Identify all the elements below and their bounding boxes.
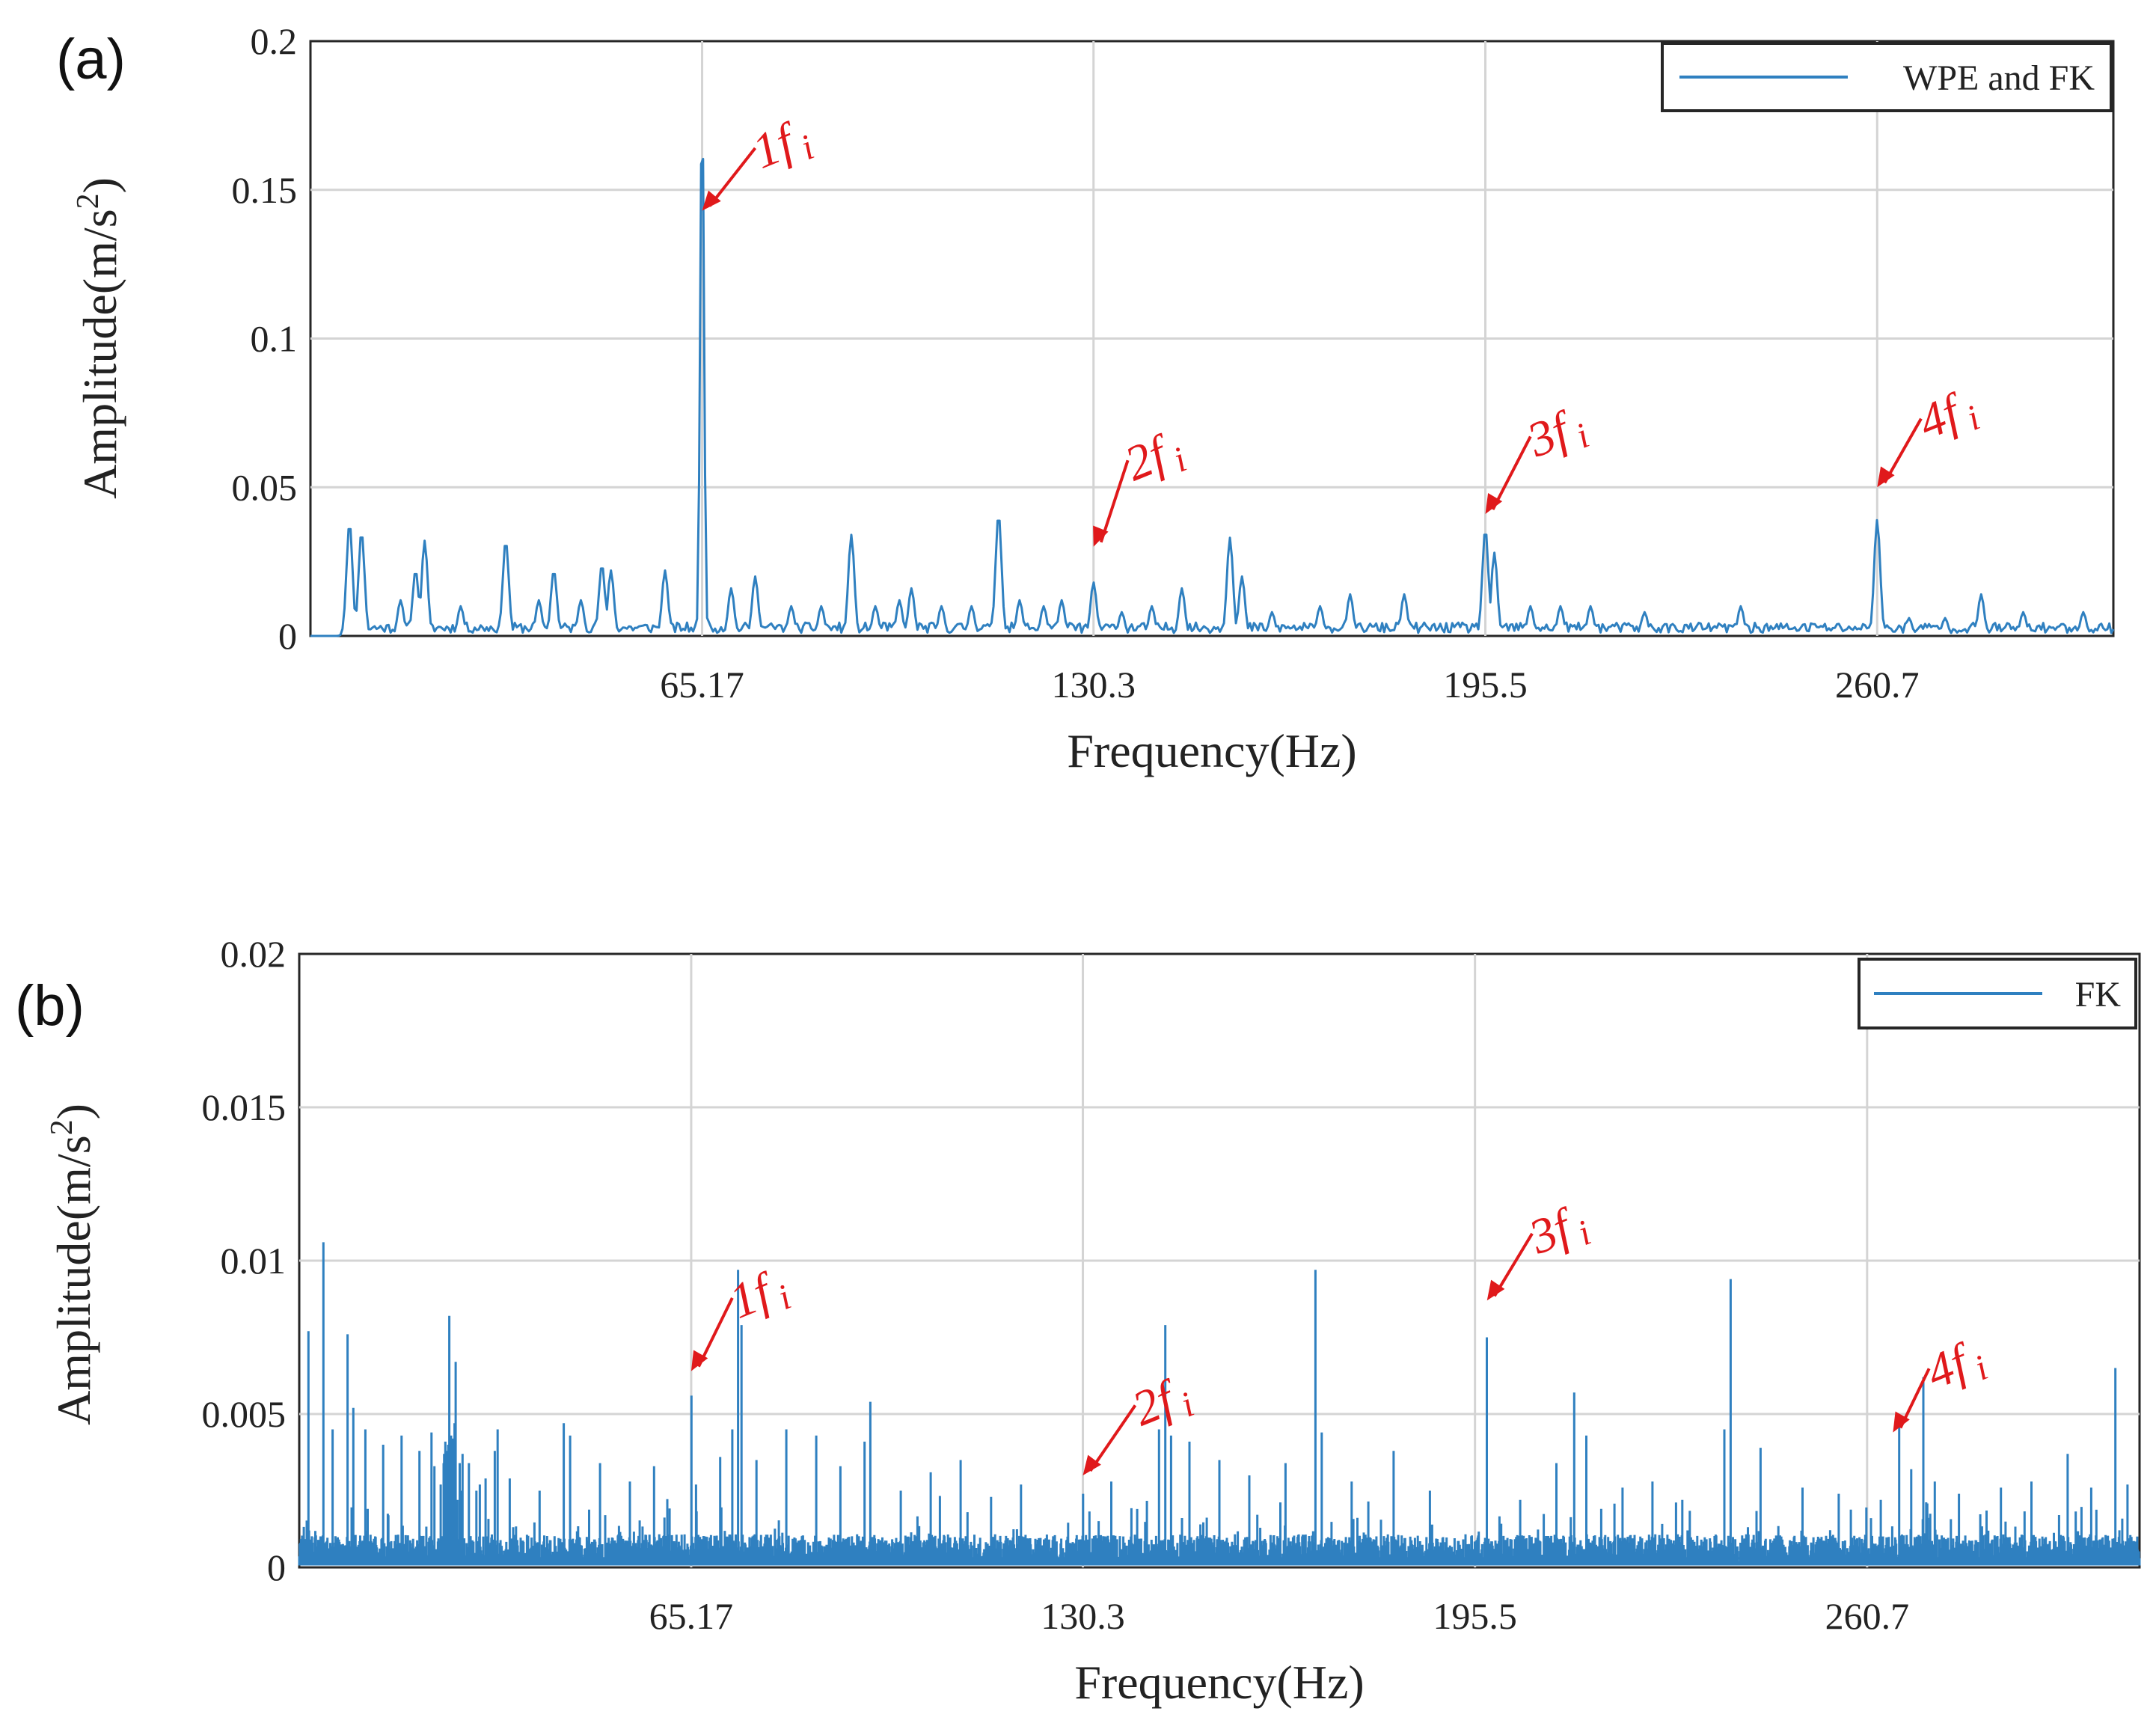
annotation-arrowhead <box>702 190 721 211</box>
panel-b: (b) 0 0.005 0.01 0.015 0.02 65.17 130.3 195.5 2… <box>15 933 2141 1709</box>
x-tick-label: 195.5 <box>1433 1595 1517 1637</box>
panel-a-label: (a) <box>56 28 126 91</box>
x-tick-label: 195.5 <box>1443 664 1528 706</box>
panel-a-grid <box>310 41 2113 636</box>
panel-b-label: (b) <box>15 974 85 1038</box>
y-tick-label: 0.2 <box>251 20 298 62</box>
panel-a-y-axis-title-sup: 2 <box>71 193 105 209</box>
panel-a-y-ticks: 0 0.05 0.1 0.15 0.2 <box>232 20 298 657</box>
panel-b-y-axis-title-main: Amplitude(m/s <box>47 1135 100 1425</box>
y-tick-label: 0.1 <box>251 318 298 360</box>
annotation-label: 2fi <box>1125 1365 1200 1442</box>
annotation-arrow-line <box>1491 435 1532 510</box>
y-tick-label: 0.005 <box>202 1393 287 1435</box>
annotation-label-main: 4f <box>1911 383 1972 450</box>
panel-b-series-line <box>298 1242 2141 1566</box>
annotation-label: 1fi <box>745 108 820 185</box>
panel-a-x-axis-title: Frequency(Hz) <box>1067 724 1356 777</box>
panel-b-legend-label: FK <box>2075 975 2122 1015</box>
annotation-label-main: 2f <box>1125 1370 1186 1437</box>
annotation-arrow-line <box>697 1297 734 1368</box>
y-tick-label: 0.15 <box>232 169 298 211</box>
harmonic-annotation-4: 4fi <box>1893 1328 1994 1433</box>
annotation-arrowhead <box>1486 1279 1505 1301</box>
annotation-arrow-line <box>1493 1232 1534 1297</box>
harmonic-annotation-4: 4fi <box>1877 379 1985 488</box>
x-tick-label: 65.17 <box>649 1595 734 1637</box>
panel-a-annotations: 1fi 2fi 3fi 4fi <box>702 108 1985 547</box>
annotation-label-main: 3f <box>1521 1198 1583 1265</box>
harmonic-annotation-2: 2fi <box>1082 1365 1200 1475</box>
harmonic-annotation-1: 1fi <box>702 108 820 211</box>
panel-b-legend: FK <box>1858 958 2137 1029</box>
x-tick-label: 260.7 <box>1825 1595 1910 1637</box>
annotation-arrowhead <box>1893 1411 1910 1433</box>
annotation-label: 4fi <box>1919 1328 1994 1405</box>
panel-a-series-line <box>310 157 2115 637</box>
panel-b-y-axis-title-sup: 2 <box>45 1119 79 1135</box>
annotation-arrow-line <box>1088 1404 1137 1472</box>
y-tick-label: 0.05 <box>232 466 298 508</box>
annotation-arrowhead <box>1877 466 1895 488</box>
annotation-label-main: 4f <box>1919 1332 1980 1400</box>
panel-a-legend: WPE and FK <box>1661 42 2113 112</box>
y-tick-label: 0 <box>267 1546 286 1588</box>
x-tick-label: 65.17 <box>660 664 744 706</box>
harmonic-annotation-2: 2fi <box>1093 420 1192 547</box>
annotation-label: 1fi <box>722 1258 797 1335</box>
harmonic-annotation-3: 3fi <box>1486 1193 1596 1301</box>
y-tick-label: 0.02 <box>221 933 287 975</box>
panel-a: (a) 0 0.05 0.1 0.15 0.2 65.17 130.3 195.5 260.7… <box>56 20 2115 777</box>
panel-b-y-ticks: 0 0.005 0.01 0.015 0.02 <box>202 933 287 1588</box>
panel-a-y-axis-title-end: ) <box>73 177 126 193</box>
annotation-label-main: 2f <box>1118 424 1179 492</box>
harmonic-annotation-1: 1fi <box>690 1258 797 1371</box>
annotation-label-main: 3f <box>1519 401 1581 468</box>
annotation-arrowhead <box>1093 525 1109 547</box>
panel-a-y-axis-title: Amplitude(m/s2) <box>71 177 126 499</box>
annotation-arrow-line <box>708 147 757 207</box>
x-tick-label: 130.3 <box>1041 1595 1125 1637</box>
annotation-label: 3fi <box>1521 1193 1596 1270</box>
panel-a-y-axis-title-main: Amplitude(m/s <box>73 209 126 499</box>
panel-a-x-ticks: 65.17 130.3 195.5 260.7 <box>660 664 1919 706</box>
panel-b-annotations: 1fi 2fi 3fi 4fi <box>690 1193 1994 1475</box>
annotation-arrow-line <box>1099 459 1130 543</box>
panel-b-x-ticks: 65.17 130.3 195.5 260.7 <box>649 1595 1909 1637</box>
annotation-arrowhead <box>1485 493 1503 515</box>
y-tick-label: 0.01 <box>221 1240 287 1282</box>
x-tick-label: 130.3 <box>1051 664 1136 706</box>
panel-a-legend-label: WPE and FK <box>1903 58 2095 98</box>
annotation-arrow-line <box>1883 417 1923 484</box>
annotation-arrowhead <box>1082 1454 1101 1475</box>
annotation-label: 2fi <box>1118 420 1192 498</box>
x-tick-label: 260.7 <box>1835 664 1920 706</box>
annotation-label: 3fi <box>1519 397 1595 474</box>
annotation-label: 4fi <box>1911 379 1985 456</box>
panel-b-x-axis-title: Frequency(Hz) <box>1074 1656 1364 1709</box>
panel-b-grid <box>299 954 2140 1567</box>
annotation-arrowhead <box>690 1350 708 1371</box>
y-tick-label: 0 <box>278 615 297 657</box>
panel-b-y-axis-title-end: ) <box>47 1104 100 1119</box>
harmonic-annotation-3: 3fi <box>1485 397 1595 515</box>
y-tick-label: 0.015 <box>202 1086 287 1128</box>
panel-b-y-axis-title: Amplitude(m/s2) <box>45 1104 100 1425</box>
annotation-label-main: 1f <box>745 112 806 180</box>
annotation-label-main: 1f <box>722 1262 783 1329</box>
